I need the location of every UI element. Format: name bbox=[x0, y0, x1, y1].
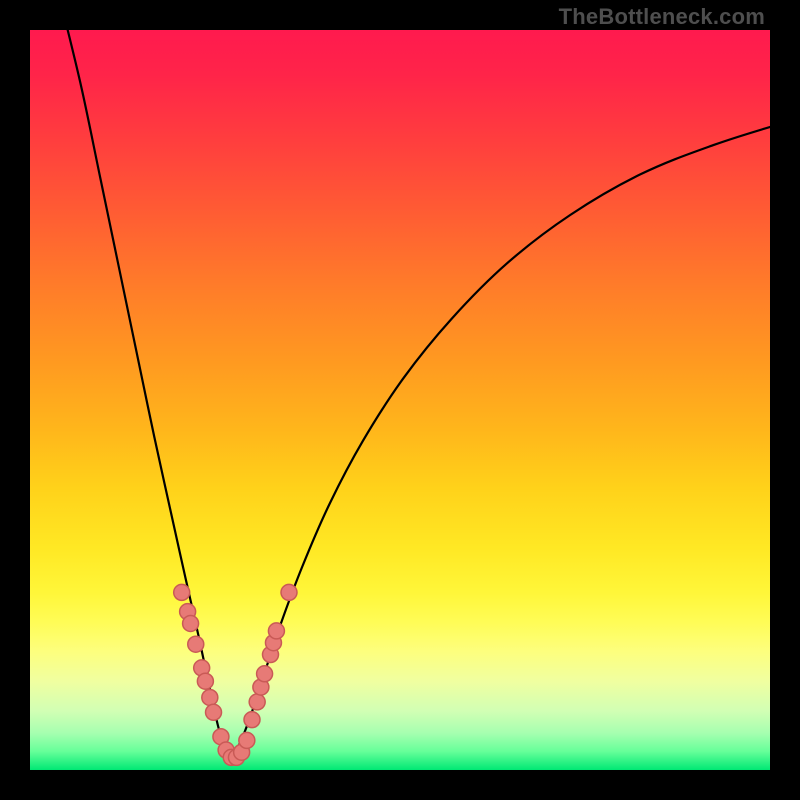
chart-container: TheBottleneck.com bbox=[0, 0, 800, 800]
watermark-text: TheBottleneck.com bbox=[559, 4, 765, 30]
data-marker bbox=[202, 689, 218, 705]
curve-right-branch bbox=[231, 123, 770, 759]
data-marker bbox=[257, 666, 273, 682]
data-marker bbox=[188, 636, 204, 652]
data-marker bbox=[174, 584, 190, 600]
marker-group bbox=[174, 584, 297, 765]
data-marker bbox=[244, 712, 260, 728]
data-marker bbox=[183, 615, 199, 631]
data-marker bbox=[206, 704, 222, 720]
curve-layer bbox=[30, 30, 770, 770]
data-marker bbox=[197, 673, 213, 689]
data-marker bbox=[239, 732, 255, 748]
plot-area bbox=[30, 30, 770, 770]
data-marker bbox=[281, 584, 297, 600]
data-marker bbox=[249, 694, 265, 710]
curve-left-branch bbox=[64, 30, 231, 758]
data-marker bbox=[268, 623, 284, 639]
